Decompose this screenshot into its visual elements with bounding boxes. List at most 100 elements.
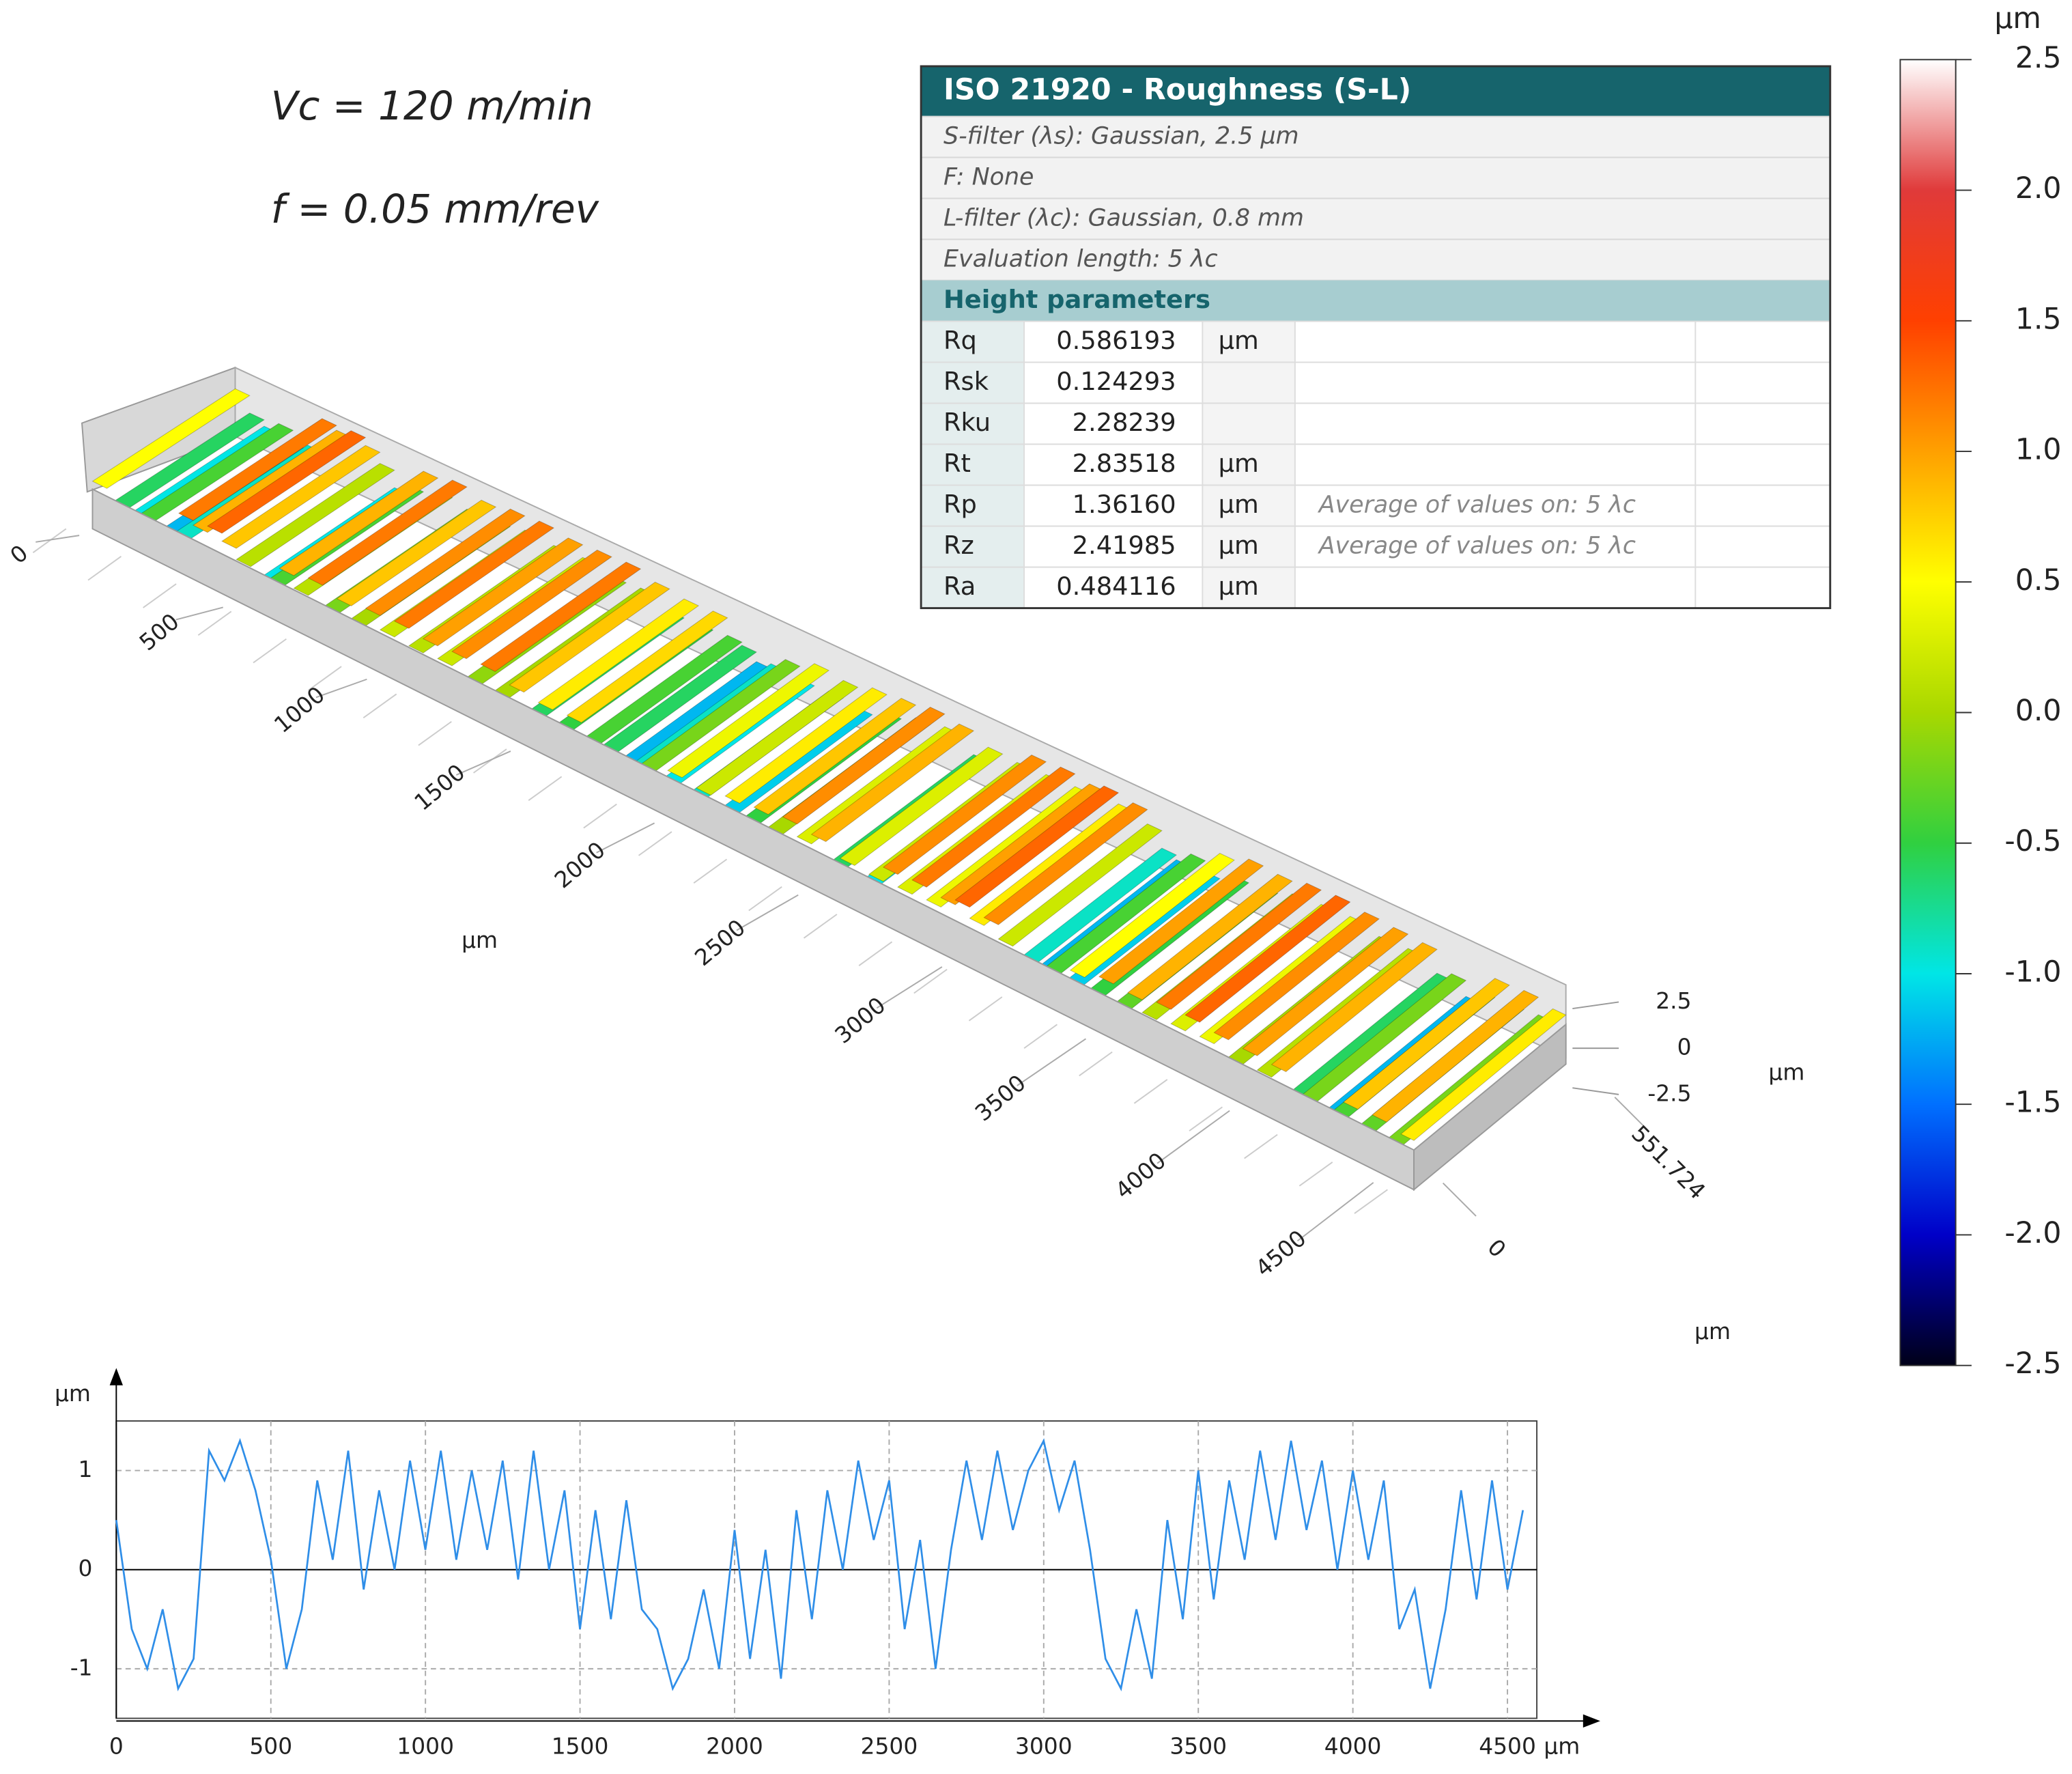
surface-x-tick-label: 0 [5, 539, 33, 569]
surface-x-tick-label: 1500 [409, 759, 470, 816]
surface-z-tick [1572, 1087, 1619, 1095]
y-tick-label: 0 [79, 1555, 93, 1581]
x-tick-label: 0 [109, 1733, 124, 1760]
surface-floor-line [1244, 1134, 1278, 1159]
unit-cell [1202, 361, 1296, 404]
colorbar-tick-label: 1.0 [2015, 433, 2062, 467]
param-name: Rt [943, 449, 971, 478]
x-tick-label: 3500 [1169, 1733, 1227, 1760]
surface-band [997, 823, 1163, 947]
surface-floor-line [858, 941, 893, 966]
surface-x-tick-label: 1000 [269, 681, 330, 738]
surface-floor-line [363, 693, 397, 719]
surface-floor-line [253, 638, 287, 664]
param-name: Rq [943, 326, 977, 355]
surface-tick [36, 535, 80, 543]
name-cell [920, 361, 1025, 404]
colorbar-tick-label: -2.0 [2004, 1216, 2061, 1250]
table-row [920, 566, 1831, 609]
surface-tick [455, 750, 511, 776]
surface-floor-line [968, 996, 1003, 1022]
x-tick-label: 4000 [1324, 1733, 1382, 1760]
y-tick-label: -1 [70, 1654, 93, 1680]
x-axis-label: µm [1544, 1733, 1580, 1760]
x-tick-label: 500 [249, 1733, 292, 1760]
param-name: Rp [943, 490, 977, 519]
table-row [920, 361, 1831, 404]
surface-band [178, 418, 337, 521]
surface-floor-line [143, 583, 177, 608]
surface-x-tick-label: 3000 [829, 991, 890, 1049]
surface-tick [315, 678, 367, 699]
surface-band [279, 470, 439, 576]
surface-z-tick-label: 0 [1677, 1034, 1692, 1060]
surface-band [221, 445, 381, 549]
name-cell [920, 402, 1025, 445]
filter-text: L-filter (λc): Gaussian, 0.8 mm [943, 205, 1304, 232]
y-axis-arrow [109, 1368, 124, 1385]
surface-z-tick-label: 2.5 [1656, 987, 1691, 1014]
table-row [920, 402, 1831, 445]
colorbar-tick-label: 0.5 [2015, 563, 2062, 597]
surface-tick [1296, 1182, 1374, 1242]
surface-band [1271, 942, 1438, 1073]
param-value: 0.124293 [1056, 367, 1176, 396]
colorbar-tick-label: 1.5 [2015, 302, 2062, 336]
param-unit: µm [1219, 572, 1259, 601]
surface-tick [1017, 1038, 1087, 1086]
surface-x-tick-label: 500 [134, 608, 184, 656]
surface-y-tick [1442, 1182, 1477, 1217]
table-row [920, 525, 1831, 568]
param-name: Ra [943, 572, 976, 601]
surface-band [422, 537, 584, 647]
surface-floor-line [308, 666, 342, 691]
param-unit: µm [1219, 449, 1259, 478]
surface-band [480, 561, 642, 672]
surface-band [782, 706, 946, 825]
y-tick-label: 1 [79, 1456, 93, 1482]
surface-band [91, 388, 251, 489]
profile-line [115, 1437, 1524, 1691]
section-title: Height parameters [943, 285, 1210, 314]
surface-y-tick-label: 0 [1482, 1234, 1511, 1263]
colorbar-tick-label: 2.0 [2015, 171, 2062, 206]
colorbar [1899, 59, 1957, 1366]
surface-band [983, 802, 1148, 925]
surface-floor-line [197, 610, 232, 636]
filter-text: F: None [943, 164, 1034, 191]
param-note: Average of values on: 5 λc [1318, 492, 1636, 519]
surface-x-tick-label: 4000 [1110, 1147, 1171, 1205]
surface-band [1098, 858, 1264, 985]
x-tick-label: 1500 [552, 1733, 609, 1760]
surface-floor-line [1354, 1189, 1388, 1214]
table-row [920, 443, 1831, 486]
surface-floor-line [1133, 1079, 1168, 1104]
colorbar-tick-label: 0.0 [2015, 694, 2062, 728]
x-tick-label: 2000 [706, 1733, 763, 1760]
surface-tick [876, 966, 943, 1009]
param-unit: µm [1219, 531, 1259, 560]
param-name: Rz [943, 531, 974, 560]
surface-band [954, 785, 1120, 908]
table-row [920, 156, 1831, 199]
name-cell [920, 320, 1025, 363]
surface-band [537, 598, 700, 711]
x-axis-arrow [1583, 1714, 1600, 1728]
surface-band [753, 697, 917, 815]
surface-floor-line [528, 776, 563, 802]
surface-band [696, 679, 859, 796]
colorbar-tick-label: -0.5 [2004, 824, 2061, 858]
surface-band [451, 549, 612, 660]
colorbar-unit: µm [1994, 1, 2041, 36]
surface-band [307, 479, 468, 586]
surface-band [1242, 927, 1409, 1056]
name-cell [920, 525, 1025, 568]
parameter-table: ISO 21920 - Roughness (S-L) S-filter (λs)… [920, 65, 1832, 610]
surface-floor-line [638, 831, 672, 856]
param-name: Rsk [943, 367, 989, 396]
param-note: Average of values on: 5 λc [1318, 533, 1636, 560]
surface-band [509, 581, 670, 693]
unit-cell [1202, 525, 1296, 568]
surface-band [810, 723, 975, 843]
